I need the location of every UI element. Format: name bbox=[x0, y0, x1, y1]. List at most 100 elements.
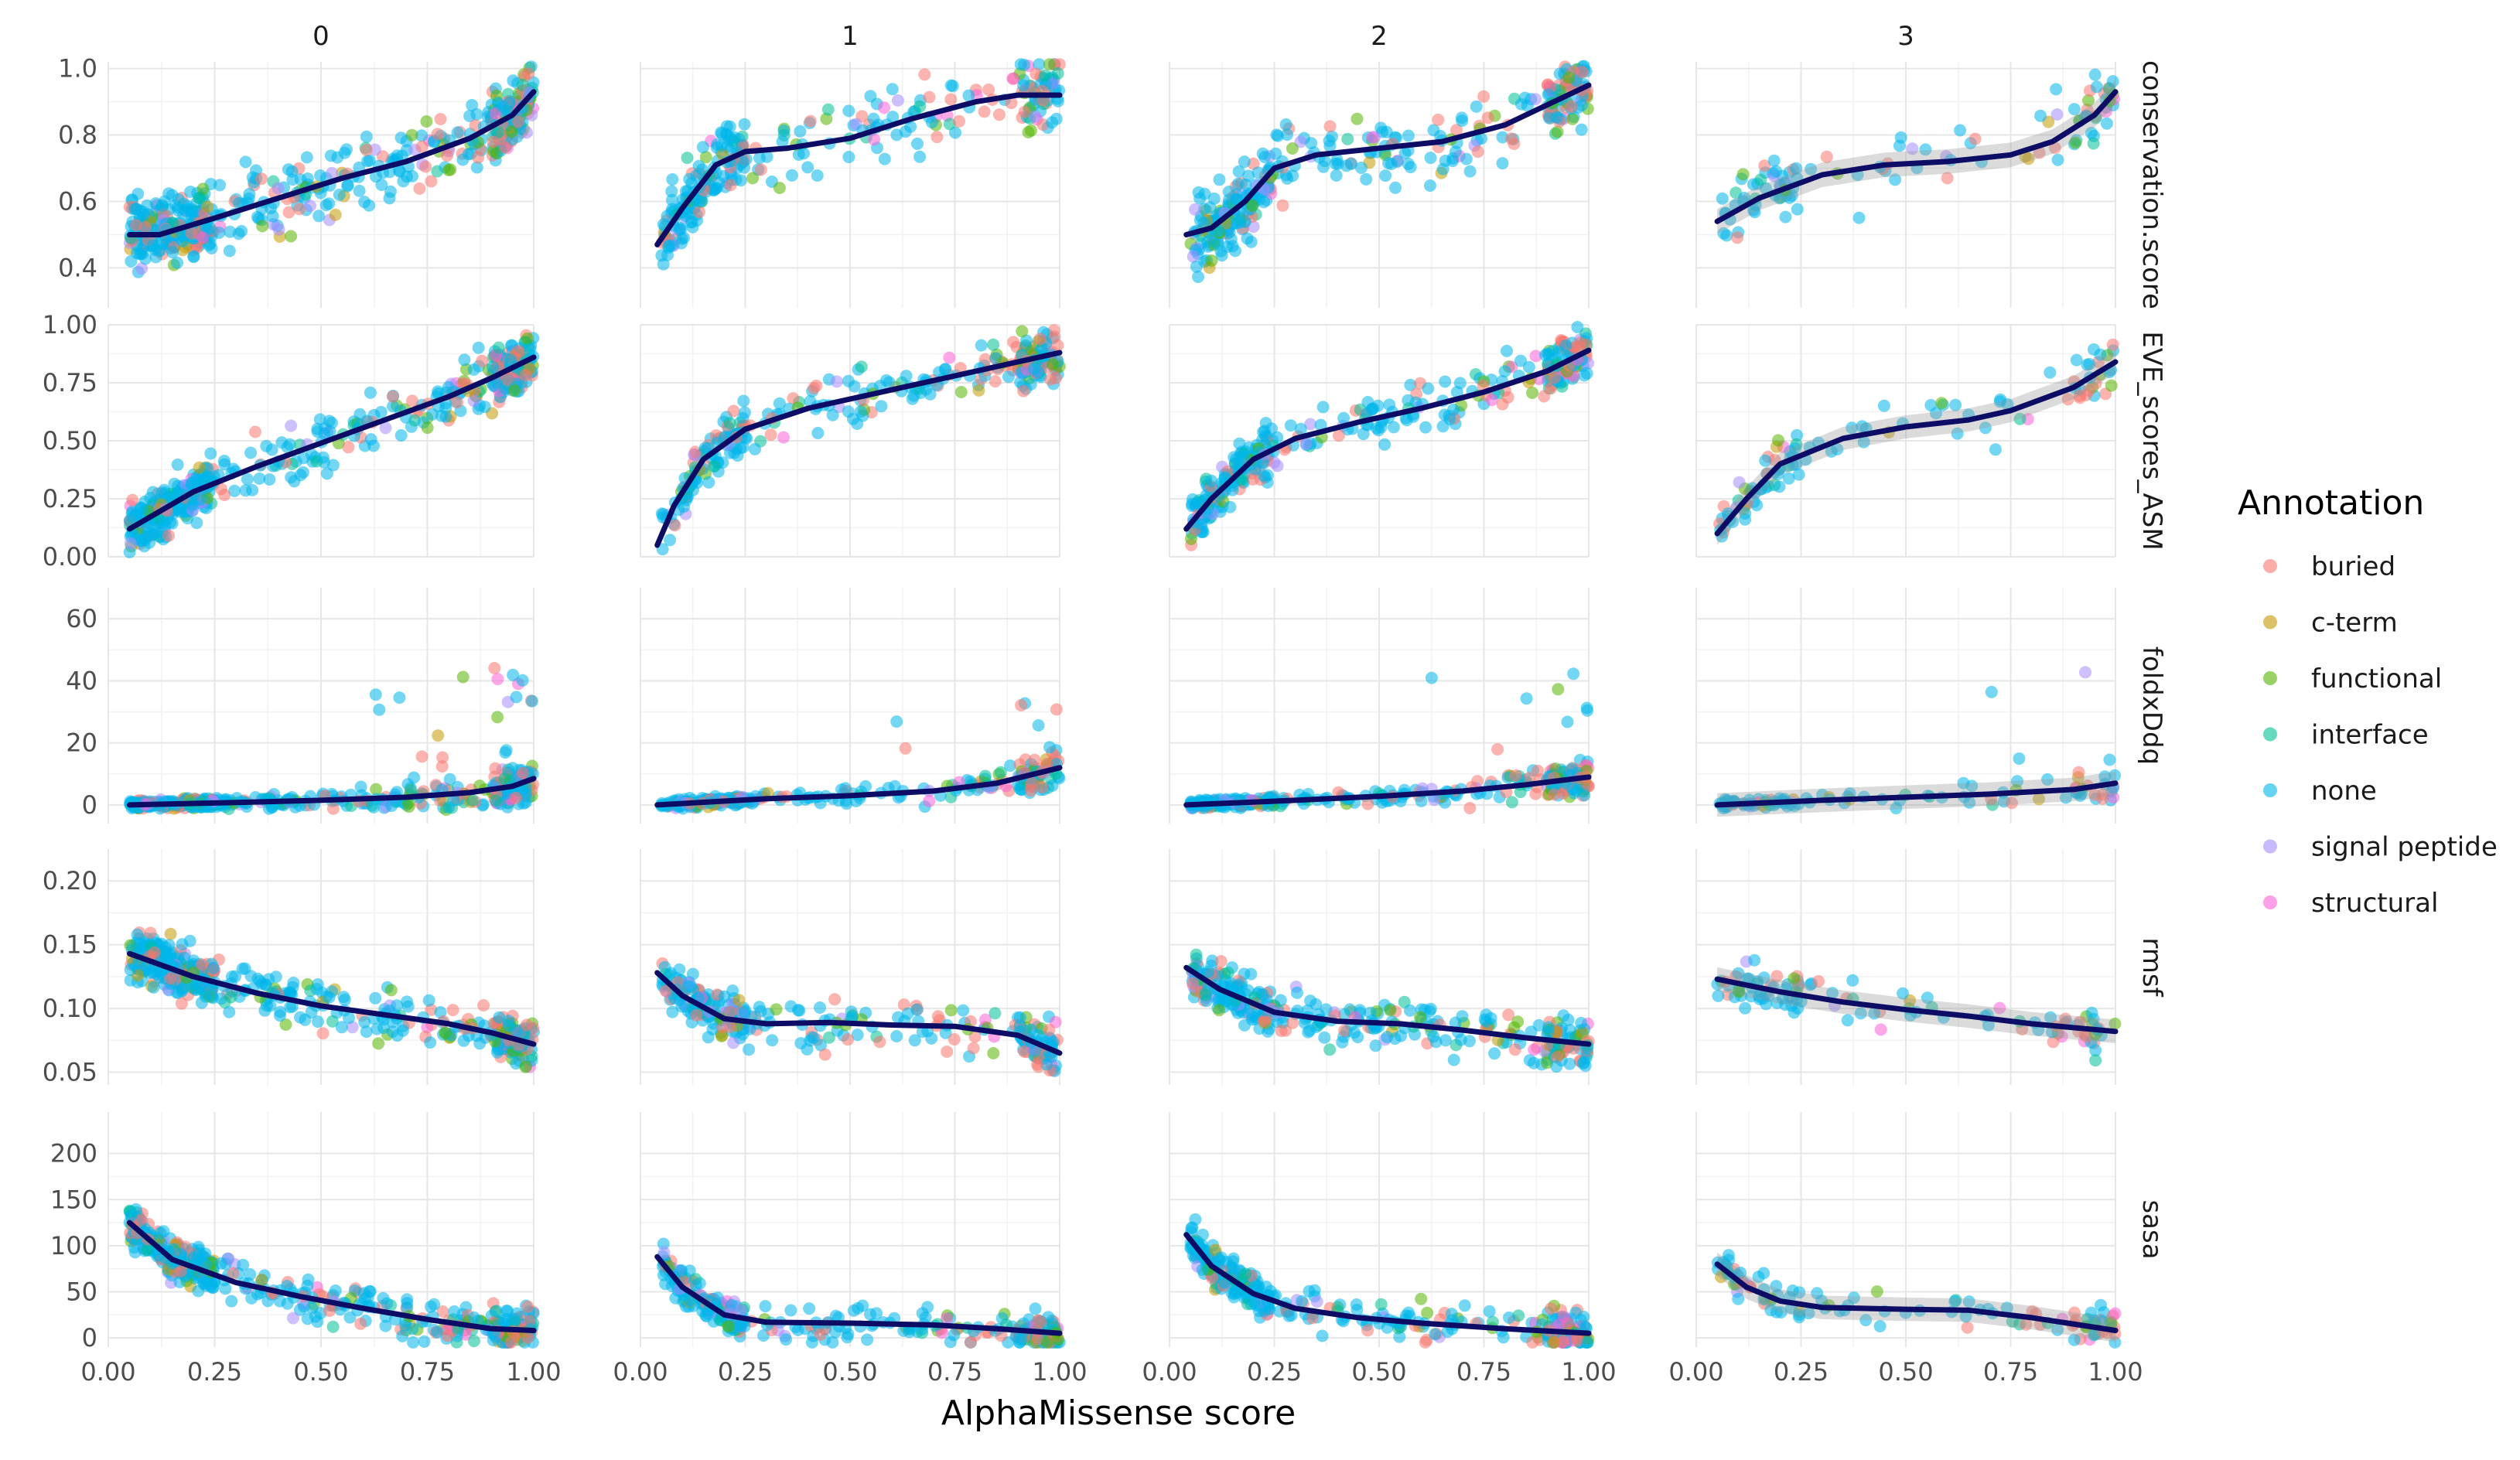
data-point bbox=[1425, 671, 1438, 684]
data-point bbox=[766, 1034, 779, 1047]
data-point bbox=[379, 421, 392, 435]
data-point bbox=[901, 1007, 914, 1020]
data-point bbox=[386, 390, 399, 403]
data-point bbox=[1951, 427, 1964, 440]
data-point bbox=[184, 186, 197, 198]
data-point bbox=[664, 534, 677, 547]
data-point bbox=[335, 1021, 348, 1034]
data-point bbox=[1456, 114, 1469, 128]
data-point bbox=[143, 536, 156, 549]
data-point bbox=[508, 384, 521, 397]
data-point bbox=[1542, 348, 1555, 361]
data-point bbox=[490, 794, 502, 807]
data-point bbox=[726, 984, 739, 998]
data-point bbox=[855, 360, 868, 374]
data-point bbox=[1759, 454, 1772, 467]
data-point bbox=[1006, 72, 1019, 85]
data-point bbox=[285, 230, 298, 243]
data-point bbox=[1419, 421, 1432, 434]
data-point bbox=[1463, 802, 1477, 814]
data-point bbox=[337, 991, 350, 1004]
data-point bbox=[1214, 244, 1228, 258]
data-point bbox=[162, 529, 176, 542]
data-point bbox=[239, 155, 252, 169]
data-point bbox=[408, 771, 421, 784]
data-point bbox=[213, 179, 227, 192]
data-point bbox=[1565, 101, 1578, 113]
data-point bbox=[401, 797, 415, 810]
data-point bbox=[1485, 394, 1498, 407]
data-point bbox=[801, 161, 814, 174]
data-point bbox=[451, 396, 464, 409]
data-point bbox=[738, 118, 751, 131]
data-point bbox=[1969, 132, 1982, 145]
data-point bbox=[342, 441, 355, 454]
data-point bbox=[491, 673, 504, 686]
data-point bbox=[491, 125, 504, 138]
data-point bbox=[1989, 443, 2002, 456]
data-point bbox=[1750, 499, 1764, 512]
data-point bbox=[698, 442, 712, 455]
data-point bbox=[972, 384, 985, 397]
data-point bbox=[358, 1015, 371, 1028]
data-point bbox=[899, 742, 912, 755]
data-point bbox=[2103, 753, 2116, 766]
panel-EVE_scores_ASM-0 bbox=[108, 324, 540, 558]
data-point bbox=[1318, 155, 1331, 168]
data-point bbox=[681, 152, 694, 165]
data-point bbox=[187, 250, 200, 263]
data-point bbox=[2050, 108, 2064, 121]
data-point bbox=[911, 137, 924, 150]
data-point bbox=[1005, 97, 1018, 110]
data-point bbox=[1758, 159, 1771, 172]
data-point bbox=[487, 135, 500, 148]
data-point bbox=[1773, 480, 1786, 493]
data-point bbox=[1852, 211, 1866, 224]
data-point bbox=[1337, 411, 1350, 425]
data-point bbox=[1051, 339, 1064, 352]
data-point bbox=[2106, 75, 2119, 88]
data-point bbox=[1450, 145, 1462, 159]
data-point bbox=[842, 1033, 855, 1046]
data-point bbox=[944, 1004, 958, 1017]
data-point bbox=[521, 332, 534, 345]
data-point bbox=[241, 472, 254, 486]
panel-conservation.score-0 bbox=[108, 60, 540, 308]
data-point bbox=[1004, 759, 1016, 773]
data-point bbox=[1354, 162, 1368, 174]
data-point bbox=[1245, 200, 1258, 212]
data-point bbox=[419, 160, 432, 173]
panel-conservation.score-2 bbox=[1169, 60, 1594, 308]
data-point bbox=[2083, 357, 2096, 370]
data-point bbox=[385, 800, 398, 812]
data-point bbox=[840, 797, 853, 810]
data-point bbox=[256, 220, 269, 233]
data-point bbox=[967, 1042, 980, 1055]
data-point bbox=[839, 782, 852, 795]
data-point bbox=[1770, 165, 1782, 178]
data-point bbox=[749, 442, 761, 455]
data-point bbox=[688, 445, 702, 459]
data-point bbox=[1422, 382, 1435, 395]
data-point bbox=[249, 425, 261, 438]
data-point bbox=[269, 970, 282, 984]
data-point bbox=[1015, 699, 1028, 711]
data-point bbox=[323, 991, 336, 1004]
data-point bbox=[1717, 227, 1730, 240]
smooth-line bbox=[127, 776, 537, 808]
data-point bbox=[1231, 217, 1244, 230]
data-point bbox=[272, 223, 285, 236]
data-point bbox=[1043, 1023, 1056, 1036]
data-point bbox=[364, 386, 377, 399]
data-point bbox=[196, 958, 209, 971]
data-point bbox=[1496, 157, 1509, 170]
data-point bbox=[1754, 173, 1767, 186]
data-point bbox=[405, 128, 418, 142]
data-point bbox=[1228, 244, 1241, 258]
data-point bbox=[312, 210, 326, 223]
data-point bbox=[1791, 428, 1804, 442]
data-point bbox=[746, 172, 760, 185]
data-point bbox=[135, 503, 149, 516]
data-point bbox=[1460, 152, 1473, 165]
data-point bbox=[1286, 142, 1299, 155]
